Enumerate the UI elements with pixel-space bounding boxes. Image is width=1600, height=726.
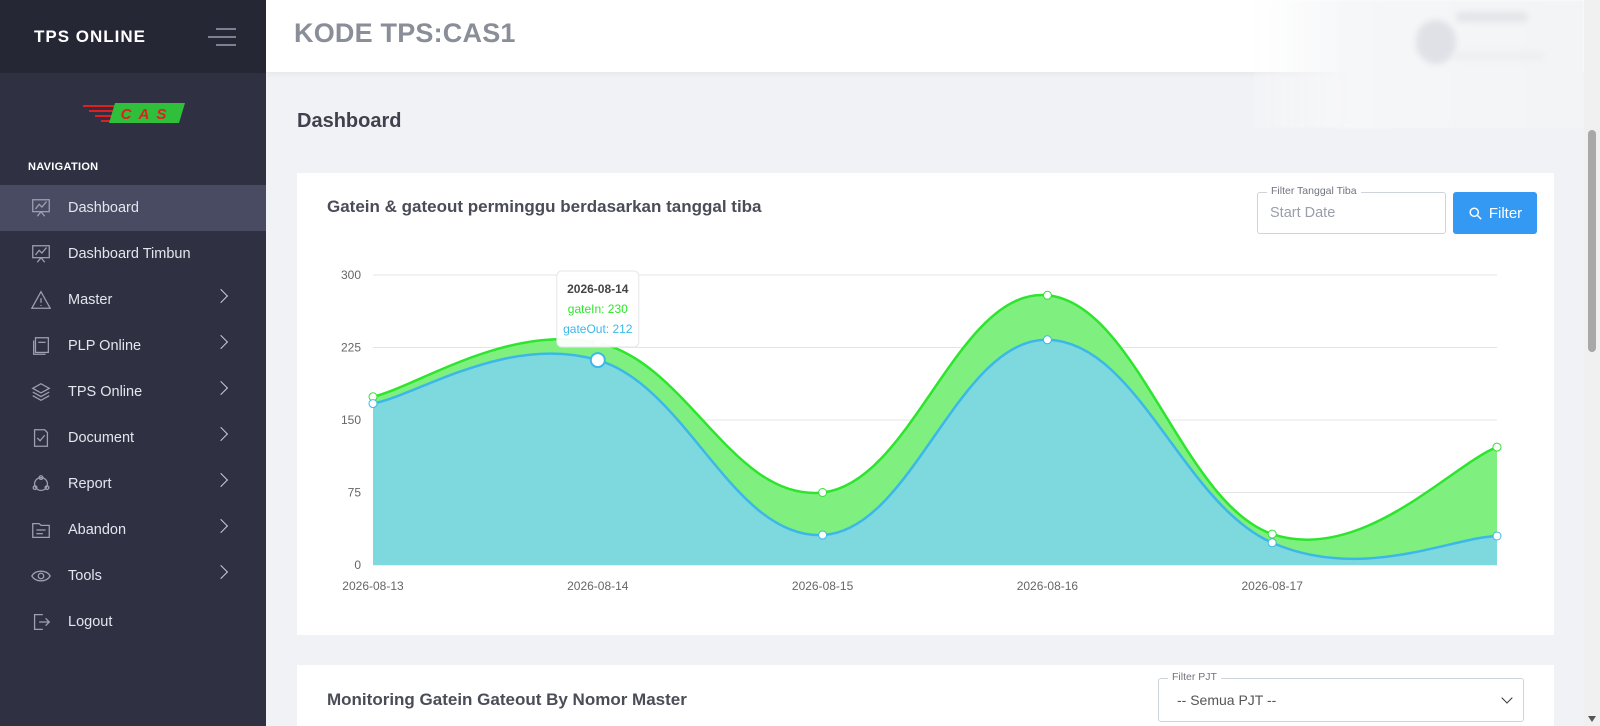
sidebar-item-label: Tools: [68, 568, 102, 584]
brand-title: TPS ONLINE: [34, 26, 147, 46]
x-tick-label: 2026-08-13: [342, 579, 404, 593]
gateout-point: [1042, 335, 1052, 345]
page-title: Dashboard: [297, 110, 402, 132]
page-scrollbar[interactable]: [1584, 0, 1600, 726]
chart-card-title: Gatein & gateout perminggu berdasarkan t…: [327, 197, 762, 216]
y-tick-label: 150: [341, 413, 361, 427]
x-tick-label: 2026-08-14: [567, 579, 629, 593]
sidebar-item-label: PLP Online: [68, 338, 142, 354]
topbar: KODE TPS:CAS1: [266, 0, 1600, 128]
chevron-right-icon: [213, 564, 229, 580]
monitoring-card-title: Monitoring Gatein Gateout By Nomor Maste…: [327, 690, 687, 709]
chart-board-icon: [30, 243, 52, 265]
user-name-redacted: [1456, 12, 1528, 22]
gatein-point: [1042, 290, 1052, 300]
sidebar-item-tps-online[interactable]: TPS Online: [0, 369, 266, 415]
pjt-select[interactable]: -- Semua PJT --: [1159, 679, 1523, 721]
nav-heading: NAVIGATION: [28, 161, 99, 173]
cycle-icon: [30, 473, 52, 495]
filter-button-label: Filter: [1488, 204, 1523, 222]
gateout-point: [1492, 531, 1502, 541]
y-tick-label: 0: [354, 558, 361, 572]
gateout-point: [368, 399, 378, 409]
chart-board-icon: [30, 197, 52, 219]
sidebar-item-tools[interactable]: Tools: [0, 553, 266, 599]
monitoring-card: Monitoring Gatein Gateout By Nomor Maste…: [297, 665, 1554, 726]
sidebar-item-label: TPS Online: [68, 384, 143, 400]
search-icon: [1469, 206, 1482, 220]
nav-list: Dashboard Dashboard Timbun Master PLP On…: [0, 185, 266, 645]
sidebar: TPS ONLINE CAS NAVIGATION Dashboard Dash…: [0, 0, 266, 726]
warning-triangle-icon: [30, 289, 52, 311]
pjt-filter-field: Filter PJT -- Semua PJT --: [1158, 671, 1524, 722]
user-role-redacted: [1454, 52, 1544, 60]
date-filter-legend: Filter Tanggal Tiba: [1267, 185, 1361, 197]
sidebar-item-dashboard-timbun[interactable]: Dashboard Timbun: [0, 231, 266, 277]
x-tick-label: 2026-08-17: [1242, 579, 1304, 593]
layers-icon: [30, 381, 52, 403]
sidebar-item-label: Document: [68, 430, 135, 446]
date-filter-field: Filter Tanggal Tiba: [1257, 185, 1446, 234]
gateout-area: [373, 339, 1497, 565]
sidebar-item-label: Abandon: [68, 522, 127, 538]
sidebar-item-dashboard[interactable]: Dashboard: [0, 185, 266, 231]
tooltip-gatein: gateIn: 230: [568, 302, 628, 316]
sidebar-item-report[interactable]: Report: [0, 461, 266, 507]
chevron-right-icon: [213, 518, 229, 534]
user-menu[interactable]: [1254, 0, 1584, 128]
sidebar-item-label: Dashboard: [68, 200, 139, 216]
tooltip-gateout: gateOut: 212: [563, 322, 633, 336]
chevron-right-icon: [213, 288, 229, 304]
menu-toggle-icon[interactable]: [208, 27, 236, 46]
gateout-point: [1267, 538, 1277, 548]
chevron-right-icon: [213, 472, 229, 488]
pjt-select-value: -- Semua PJT --: [1177, 692, 1277, 708]
documents-icon: [30, 335, 52, 357]
area-chart: 0 75 150 225 300 2026-08-13 2026-08-14 2026-08-…: [341, 268, 1502, 593]
checklist-icon: [30, 427, 52, 449]
avatar[interactable]: [1416, 20, 1456, 64]
chevron-down-icon: [1501, 692, 1513, 704]
sidebar-item-plp-online[interactable]: PLP Online: [0, 323, 266, 369]
folder-icon: [30, 519, 52, 541]
y-tick-label: 300: [341, 268, 361, 282]
sidebar-item-label: Report: [68, 476, 112, 492]
filter-button[interactable]: Filter: [1453, 192, 1537, 234]
scroll-down-arrow-icon[interactable]: [1588, 716, 1596, 722]
chevron-right-icon: [213, 380, 229, 396]
start-date-input[interactable]: [1258, 193, 1445, 233]
gatein-point: [1267, 529, 1277, 539]
company-logo: CAS: [0, 73, 266, 153]
x-tick-label: 2026-08-16: [1017, 579, 1079, 593]
chevron-right-icon: [213, 334, 229, 350]
cas-logo-icon: CAS: [83, 103, 185, 123]
gateout-point: [818, 530, 828, 540]
tooltip-box: [556, 270, 640, 348]
eye-icon: [30, 565, 52, 587]
chevron-right-icon: [213, 426, 229, 442]
svg-text:CAS: CAS: [121, 106, 174, 123]
sidebar-item-master[interactable]: Master: [0, 277, 266, 323]
sidebar-item-document[interactable]: Document: [0, 415, 266, 461]
logout-icon: [30, 611, 52, 633]
sidebar-item-label: Logout: [68, 614, 113, 630]
pjt-filter-legend: Filter PJT: [1168, 671, 1221, 683]
tooltip-title: 2026-08-14: [567, 282, 629, 296]
y-tick-label: 75: [348, 486, 362, 500]
sidebar-item-logout[interactable]: Logout: [0, 599, 266, 645]
kode-tps-title: KODE TPS:CAS1: [294, 18, 516, 48]
gatein-point: [1492, 442, 1502, 452]
sidebar-item-label: Master: [68, 292, 113, 308]
gatein-gateout-chart-card: Gatein & gateout perminggu berdasarkan t…: [297, 173, 1554, 635]
sidebar-item-label: Dashboard Timbun: [68, 246, 191, 262]
x-tick-label: 2026-08-15: [792, 579, 854, 593]
y-tick-label: 225: [341, 341, 361, 355]
brand-bar: TPS ONLINE: [0, 0, 266, 73]
sidebar-item-abandon[interactable]: Abandon: [0, 507, 266, 553]
gatein-point: [818, 488, 828, 497]
scrollbar-thumb[interactable]: [1588, 130, 1596, 352]
gateout-point: [589, 352, 606, 369]
